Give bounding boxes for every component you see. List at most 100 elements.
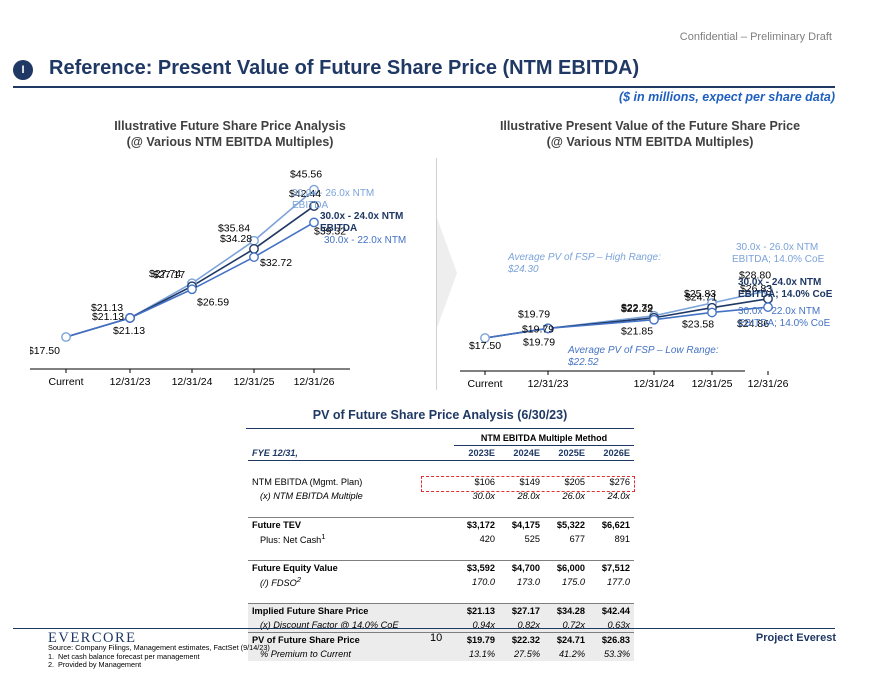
data-label: $42.44 (289, 188, 321, 200)
page-number: 10 (430, 632, 443, 644)
data-point (480, 333, 490, 343)
data-label: $26.59 (197, 296, 229, 308)
multiple-highlight-box (421, 476, 635, 492)
year-header: 2026E (589, 445, 634, 461)
table-header-row: FYE 12/31, 2023E 2024E 2025E 2026E (248, 445, 634, 461)
data-label: $21.85 (621, 326, 653, 338)
table-cell: $4,700 (499, 560, 544, 575)
table-row: % Premium to Current 13.1% 27.5% 41.2% 5… (248, 647, 634, 661)
left-chart-title-line1: Illustrative Future Share Price Analysis (114, 119, 346, 133)
data-label: $24.71 (685, 292, 717, 304)
table-cell: $21.13 (454, 603, 499, 618)
table-cell: $26.83 (589, 632, 634, 647)
right-chart-title-line1: Illustrative Present Value of the Future… (499, 119, 801, 133)
table-cell: 13.1% (454, 647, 499, 661)
footnote-text: Net cash balance forecast per management (58, 651, 200, 661)
row-label: (x) Discount Factor @ 14.0% CoE (248, 618, 454, 633)
table-row: Plus: Net Cash1 420 525 677 891 (248, 532, 634, 546)
table-cell: $3,172 (454, 517, 499, 532)
table-cell: 27.5% (499, 647, 544, 661)
table-row: PV of Future Share Price $19.79 $22.32 $… (248, 632, 634, 647)
data-label: $17.50 (30, 345, 60, 357)
data-point (309, 201, 319, 211)
table-cell: 0.63x (589, 618, 634, 633)
section-marker: I (13, 60, 33, 80)
data-label: $32.72 (260, 257, 292, 269)
footnote-number: 2. (48, 660, 55, 670)
data-label: $21.13 (91, 302, 123, 314)
right-chart-title: Illustrative Present Value of the Future… (460, 118, 840, 150)
data-point (61, 332, 71, 342)
confidential-label: Confidential – Preliminary Draft (679, 31, 832, 43)
x-tick-label: 12/31/25 (692, 378, 733, 390)
table-cell: $42.44 (589, 603, 634, 618)
x-tick-label: 12/31/26 (748, 378, 789, 390)
table-cell: 0.82x (499, 618, 544, 633)
row-label: Future Equity Value (248, 560, 454, 575)
page-title: Reference: Present Value of Future Share… (49, 57, 640, 79)
table-cell: 30.0x (472, 491, 495, 501)
data-label: $27.74 (149, 268, 181, 280)
table-cell: 26.0x (562, 491, 585, 501)
row-label: % Premium to Current (248, 647, 454, 661)
table-cell: $34.28 (544, 603, 589, 618)
data-label: $28.80 (739, 270, 771, 282)
data-point (763, 302, 773, 312)
table-cell: 0.94x (454, 618, 499, 633)
x-tick-label: 12/31/23 (110, 376, 151, 388)
x-tick-label: Current (48, 376, 83, 388)
left-line-chart: Current 12/31/23 12/31/24 12/31/25 12/31/26 $… (30, 170, 406, 388)
row-label: (/) FDSO2 (248, 575, 454, 589)
evercore-logo: EVERCORE (48, 630, 137, 646)
data-label: $35.84 (218, 223, 250, 235)
legend-label: 30.0x - 22.0x NTM (738, 306, 820, 317)
legend-label: 30.0x - 22.0x NTM (324, 235, 406, 246)
data-point (125, 313, 135, 323)
data-label: $25.83 (684, 288, 716, 300)
data-label: $22.79 (621, 302, 653, 314)
data-label: $17.50 (469, 340, 501, 352)
right-chart-title-line2: (@ Various NTM EBITDA Multiples) (546, 135, 754, 149)
data-label: $21.13 (92, 311, 124, 323)
data-label: $26.83 (740, 283, 772, 295)
x-tick-label: 12/31/23 (528, 378, 569, 390)
row-label: Implied Future Share Price (248, 603, 454, 618)
table-cell: 24.0x (607, 491, 630, 501)
table-row: (/) FDSO2 170.0 173.0 175.0 177.0 (248, 575, 634, 589)
table-cell: 891 (614, 534, 630, 544)
legend-label: EBITDA; 14.0% CoE (732, 254, 825, 265)
data-point (309, 217, 319, 228)
left-chart-title: Illustrative Future Share Price Analysis… (40, 118, 420, 150)
table-cell: $24.71 (544, 632, 589, 647)
units-subtitle: ($ in millions, expect per share data) (618, 90, 835, 104)
table-cell: $149 (519, 477, 540, 487)
table-cell: 173.0 (517, 577, 540, 587)
right-line-chart: Current 12/31/23 12/31/24 12/31/25 12/31/26 $… (460, 242, 833, 390)
x-tick-label: 12/31/24 (634, 378, 675, 390)
table-cell: $7,512 (589, 560, 634, 575)
year-header: 2025E (544, 445, 589, 461)
table-row: (x) Discount Factor @ 14.0% CoE 0.94x 0.… (248, 618, 634, 633)
x-tick-label: Current (467, 378, 502, 390)
table-cell: 175.0 (562, 577, 585, 587)
data-point (649, 314, 659, 325)
row-label-text: (/) FDSO (260, 578, 297, 589)
table-method-row: NTM EBITDA Multiple Method (248, 431, 634, 446)
footnote-number: 1. (48, 651, 55, 661)
table-cell: $106 (474, 477, 495, 487)
table-cell: 420 (479, 534, 495, 544)
data-point (707, 307, 717, 318)
data-label: $39.32 (314, 225, 346, 237)
legend-label: 30.0x - 26.0x NTM (292, 188, 374, 199)
table-cell: 41.2% (544, 647, 589, 661)
table-row: NTM EBITDA (Mgmt. Plan) $106 $149 $205 $… (248, 475, 634, 489)
data-label: $34.28 (220, 233, 252, 245)
data-point (187, 284, 197, 295)
data-point (249, 244, 259, 254)
data-label: $22.32 (621, 303, 653, 315)
footnote-text: Provided by Management (58, 660, 142, 670)
table-cell: $19.79 (454, 632, 499, 647)
table-cell: 170.0 (472, 577, 495, 587)
data-label: $24.86 (737, 318, 769, 330)
legend-label: EBITDA; 14.0% CoE (738, 289, 833, 300)
